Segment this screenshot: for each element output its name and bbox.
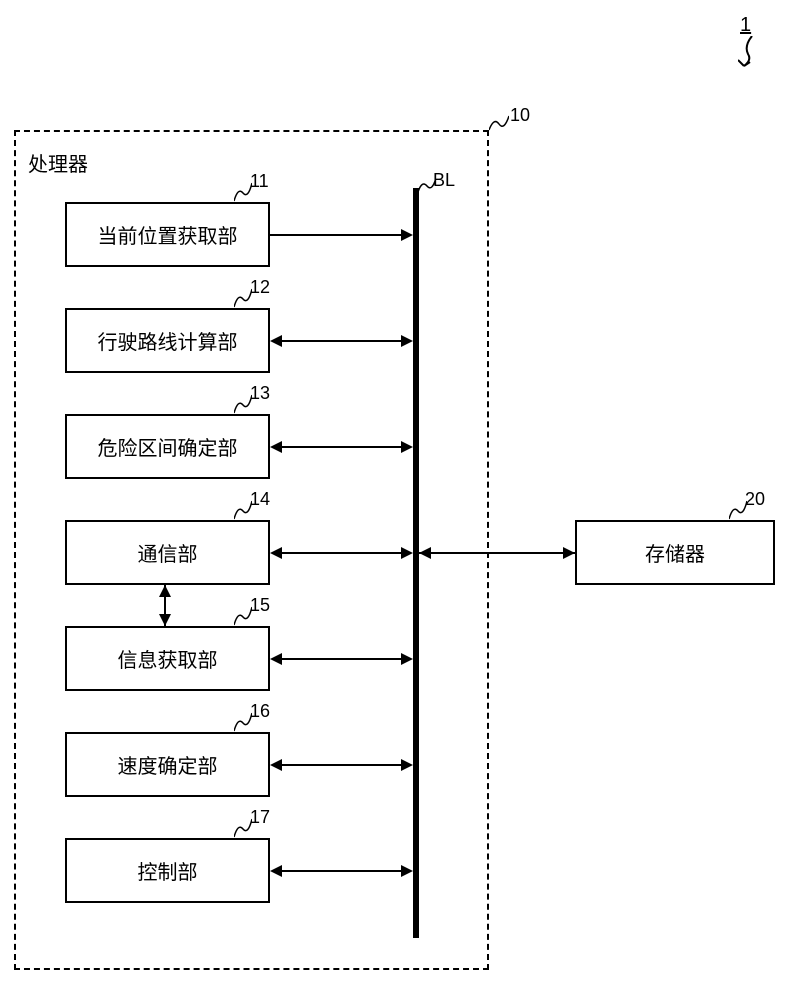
block-11-arrow-right-icon bbox=[401, 229, 413, 241]
memory-ref: 20 bbox=[745, 489, 765, 510]
block-15-connector bbox=[282, 658, 401, 660]
block-14-arrow-left-icon bbox=[270, 547, 282, 559]
block-16: 速度确定部 bbox=[65, 732, 270, 797]
block-13-arrow-left-icon bbox=[270, 441, 282, 453]
block-14: 通信部 bbox=[65, 520, 270, 585]
processor-ref: 10 bbox=[510, 105, 530, 126]
block-17-arrow-right-icon bbox=[401, 865, 413, 877]
block-11-connector bbox=[270, 234, 401, 236]
block-13: 危险区间确定部 bbox=[65, 414, 270, 479]
b14-b15-arrow-down-icon bbox=[159, 614, 171, 626]
processor-label: 处理器 bbox=[28, 148, 88, 177]
block-16-connector bbox=[282, 764, 401, 766]
figure-system-ref: 1 bbox=[740, 14, 751, 37]
bus-label-text: BL bbox=[433, 170, 455, 190]
bus-squiggle-icon bbox=[418, 176, 436, 194]
block-17-label: 控制部 bbox=[138, 856, 198, 885]
bus-memory-arrow-left-icon bbox=[419, 547, 431, 559]
block-15: 信息获取部 bbox=[65, 626, 270, 691]
block-12-arrow-left-icon bbox=[270, 335, 282, 347]
processor-ref-text: 10 bbox=[510, 105, 530, 125]
bus-memory-connector bbox=[419, 552, 575, 554]
block-15-ref: 15 bbox=[250, 595, 270, 616]
block-14-arrow-right-icon bbox=[401, 547, 413, 559]
bus-label: BL bbox=[433, 170, 455, 191]
block-15-arrow-left-icon bbox=[270, 653, 282, 665]
memory-ref-text: 20 bbox=[745, 489, 765, 509]
figure-ref-arrow-icon bbox=[738, 36, 766, 68]
block-13-arrow-right-icon bbox=[401, 441, 413, 453]
block-17-ref: 17 bbox=[250, 807, 270, 828]
block-14-ref: 14 bbox=[250, 489, 270, 510]
block-15-label: 信息获取部 bbox=[118, 644, 218, 673]
memory-label: 存储器 bbox=[645, 538, 705, 567]
block-12: 行驶路线计算部 bbox=[65, 308, 270, 373]
block-13-ref: 13 bbox=[250, 383, 270, 404]
bus-line bbox=[413, 188, 419, 938]
block-11-label: 当前位置获取部 bbox=[98, 220, 238, 249]
block-12-label: 行驶路线计算部 bbox=[98, 326, 238, 355]
block-11-ref: 11 bbox=[250, 171, 269, 192]
block-14-label: 通信部 bbox=[138, 538, 198, 567]
processor-label-text: 处理器 bbox=[28, 154, 88, 176]
block-16-label: 速度确定部 bbox=[118, 750, 218, 779]
block-17: 控制部 bbox=[65, 838, 270, 903]
block-15-arrow-right-icon bbox=[401, 653, 413, 665]
block-11: 当前位置获取部 bbox=[65, 202, 270, 267]
b14-b15-arrow-up-icon bbox=[159, 585, 171, 597]
block-12-arrow-right-icon bbox=[401, 335, 413, 347]
bus-memory-arrow-right-icon bbox=[563, 547, 575, 559]
processor-ref-squiggle-icon bbox=[489, 112, 509, 132]
block-14-connector bbox=[282, 552, 401, 554]
block-16-arrow-right-icon bbox=[401, 759, 413, 771]
figure-system-ref-text: 1 bbox=[740, 14, 751, 36]
block-17-connector bbox=[282, 870, 401, 872]
block-16-arrow-left-icon bbox=[270, 759, 282, 771]
block-17-arrow-left-icon bbox=[270, 865, 282, 877]
block-12-connector bbox=[282, 340, 401, 342]
block-16-ref: 16 bbox=[250, 701, 270, 722]
block-13-label: 危险区间确定部 bbox=[98, 432, 238, 461]
memory-box: 存储器 bbox=[575, 520, 775, 585]
block-13-connector bbox=[282, 446, 401, 448]
block-12-ref: 12 bbox=[250, 277, 270, 298]
